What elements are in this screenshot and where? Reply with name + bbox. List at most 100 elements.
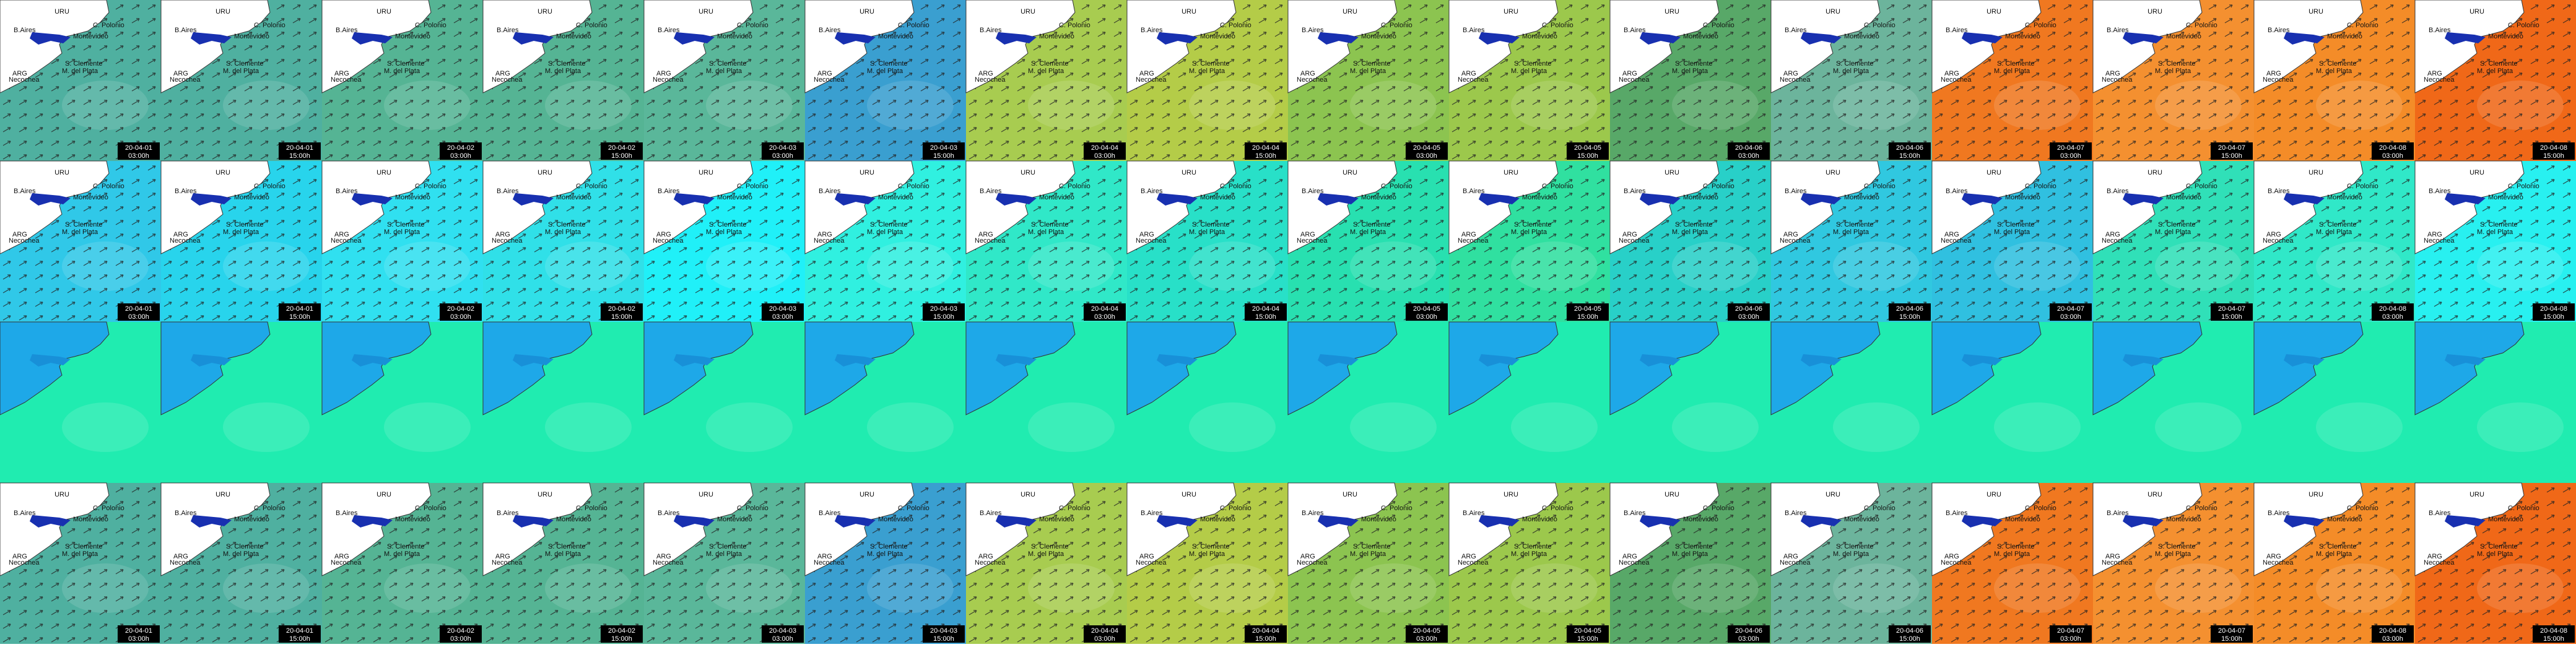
estuary [1479, 354, 1520, 367]
place-label: S. Clemente [2480, 543, 2518, 550]
place-label: URU [1020, 491, 1035, 498]
estuary [1318, 354, 1359, 367]
place-label: URU [376, 491, 391, 498]
estuary [835, 354, 876, 367]
place-label: C. Polonio [1703, 505, 1734, 512]
date-label: 20-04-02 [608, 627, 635, 635]
map-tile: URU B.Aires C. Polonio Montevideo ARG S. Clem… [2253, 160, 2415, 322]
place-label: URU [1986, 8, 2001, 15]
place-label: ARG [978, 553, 993, 560]
place-label: ARG [1139, 70, 1154, 77]
time-label: 15:00h [2221, 313, 2242, 321]
map-tile [1126, 321, 1288, 483]
place-label: ARG [2105, 231, 2120, 238]
place-label: B.Aires [1785, 27, 1807, 34]
estuary [2284, 32, 2325, 45]
date-label: 20-04-05 [1574, 305, 1601, 313]
place-label: ARG [1622, 553, 1637, 560]
place-label: ARG [656, 70, 671, 77]
place-label: Montevideo [2005, 194, 2040, 201]
estuary [674, 515, 715, 528]
map-tile: URU B.Aires C. Polonio Montevideo ARG S. Clem… [1126, 160, 1288, 322]
place-label: ARG [495, 553, 510, 560]
map-tile [1931, 321, 2093, 483]
time-label: 15:00h [289, 313, 310, 321]
land [1770, 0, 1881, 93]
place-label: B.Aires [14, 510, 36, 517]
place-label: Montevideo [395, 194, 430, 201]
estuary [1801, 32, 1842, 45]
date-box [1245, 142, 1287, 160]
place-label: ARG [12, 553, 27, 560]
place-label: ARG [817, 70, 832, 77]
time-label: 03:00h [2382, 635, 2403, 643]
place-label: C. Polonio [254, 505, 285, 512]
land [0, 0, 110, 93]
estuary [30, 515, 71, 528]
place-label: B.Aires [2107, 188, 2129, 195]
place-label: S. Clemente [1997, 221, 2035, 228]
place-label: S. Clemente [2158, 60, 2196, 67]
place-label: M. del Plata [867, 67, 903, 75]
estuary [1962, 354, 2003, 367]
place-label: M. del Plata [1994, 67, 2030, 75]
place-label: C. Polonio [254, 22, 285, 29]
place-label: M. del Plata [62, 228, 98, 236]
date-label: 20-04-05 [1574, 144, 1601, 152]
estuary [513, 515, 554, 528]
place-label: URU [1503, 8, 1518, 15]
place-label: S. Clemente [870, 221, 908, 228]
time-label: 03:00h [1738, 152, 1759, 160]
land [965, 482, 1076, 576]
place-label: C. Polonio [2186, 22, 2217, 29]
map-tile: URU B.Aires C. Polonio Montevideo ARG S. Clem… [482, 160, 644, 322]
place-label: B.Aires [175, 510, 197, 517]
map-tile: URU B.Aires C. Polonio Montevideo ARG S. Clem… [0, 160, 161, 322]
field-patch [1350, 402, 1437, 452]
place-label: M. del Plata [1189, 67, 1225, 75]
place-label: S. Clemente [2480, 60, 2518, 67]
date-label: 20-04-06 [1735, 627, 1762, 635]
date-label: 20-04-02 [608, 144, 635, 152]
land [160, 482, 271, 576]
date-box [2533, 142, 2575, 160]
place-label: B.Aires [2429, 188, 2451, 195]
place-label: S. Clemente [2158, 221, 2196, 228]
map-tile: URU B.Aires C. Polonio Montevideo ARG S. Clem… [2414, 0, 2576, 161]
time-label: 15:00h [1899, 152, 1920, 160]
place-label: ARG [12, 231, 27, 238]
place-label: B.Aires [1946, 188, 1968, 195]
date-label: 20-04-08 [2540, 144, 2567, 152]
place-label: C. Polonio [1864, 22, 1895, 29]
date-box [923, 142, 965, 160]
estuary [2445, 354, 2486, 367]
estuary [996, 515, 1037, 528]
land [643, 482, 754, 576]
map-tile: URU B.Aires C. Polonio Montevideo ARG S. Clem… [804, 482, 966, 644]
estuary [2284, 515, 2325, 528]
place-label: S. Clemente [387, 543, 425, 550]
place-label: S. Clemente [2319, 60, 2357, 67]
place-label: S. Clemente [1031, 221, 1069, 228]
place-label: Necochea [9, 76, 40, 84]
land [1609, 482, 1720, 576]
place-label: M. del Plata [706, 228, 742, 236]
place-label: Montevideo [717, 516, 752, 523]
date-box [601, 625, 643, 643]
place-label: S. Clemente [1514, 60, 1552, 67]
place-label: Montevideo [1844, 194, 1879, 201]
place-label: M. del Plata [545, 67, 581, 75]
place-label: URU [1986, 169, 2001, 176]
place-label: M. del Plata [1350, 67, 1386, 75]
time-label: 03:00h [2382, 313, 2403, 321]
estuary [352, 32, 393, 45]
land [160, 160, 271, 254]
place-label: Montevideo [1522, 516, 1557, 523]
place-label: Necochea [1136, 237, 1167, 245]
place-label: M. del Plata [62, 67, 98, 75]
place-label: URU [54, 8, 69, 15]
map-tile [321, 321, 483, 483]
map-tile: URU B.Aires C. Polonio Montevideo ARG S. Clem… [1609, 160, 1771, 322]
place-label: C. Polonio [1059, 183, 1090, 190]
place-label: Necochea [9, 559, 40, 567]
